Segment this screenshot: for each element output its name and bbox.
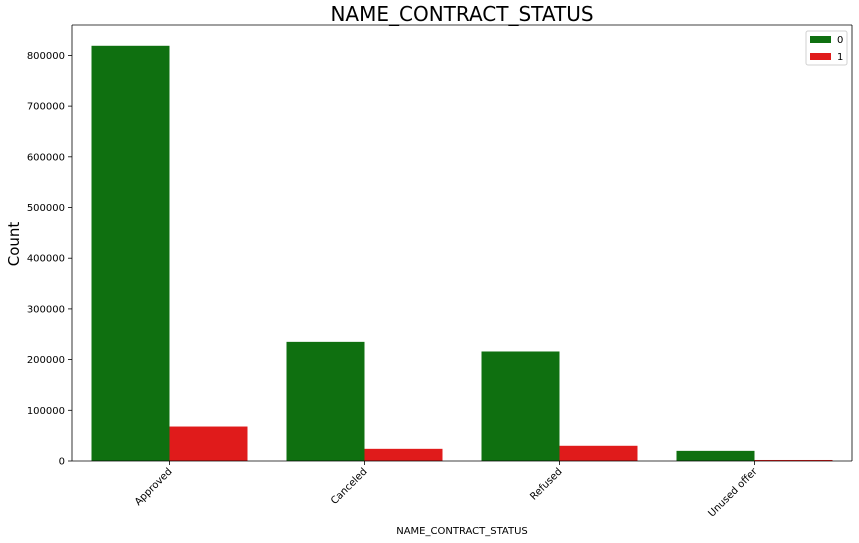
x-tick-label: Canceled (329, 466, 370, 507)
bar-refused-series-0 (481, 351, 560, 461)
y-tick-label: 800000 (27, 51, 65, 62)
y-axis-label: Count (5, 222, 23, 267)
y-tick-label: 400000 (27, 254, 65, 265)
y-tick-label: 200000 (27, 355, 65, 366)
bar-unused-offer-series-1 (754, 459, 833, 461)
bar-approved-series-1 (169, 426, 248, 461)
y-tick-label: 700000 (27, 102, 65, 113)
x-tick-label: Unused offer (706, 466, 760, 520)
x-tick-label: Approved (133, 466, 175, 508)
plot-area: 0 100000 200000 300000 400000 500000 600000 700… (27, 24, 853, 520)
bar-canceled-series-1 (364, 448, 443, 461)
bar-unused-offer-series-0 (676, 450, 755, 461)
y-tick-label: 500000 (27, 203, 65, 214)
chart-title: NAME_CONTRACT_STATUS (330, 2, 593, 26)
bar-approved-series-0 (91, 45, 170, 461)
y-tick-label: 100000 (27, 406, 65, 417)
legend-swatch-1 (810, 53, 831, 60)
y-tick-label: 300000 (27, 304, 65, 315)
bar-refused-series-1 (559, 445, 638, 461)
legend-label-1: 1 (837, 52, 843, 63)
y-tick-label: 600000 (27, 152, 65, 163)
legend: 01 (805, 30, 848, 66)
legend-label-0: 0 (837, 35, 843, 46)
bar-canceled-series-0 (286, 341, 365, 461)
legend-swatch-0 (810, 36, 831, 43)
x-tick-label: Refused (528, 466, 564, 502)
x-axis-label: NAME_CONTRACT_STATUS (396, 526, 528, 537)
y-tick-label: 0 (59, 457, 65, 468)
